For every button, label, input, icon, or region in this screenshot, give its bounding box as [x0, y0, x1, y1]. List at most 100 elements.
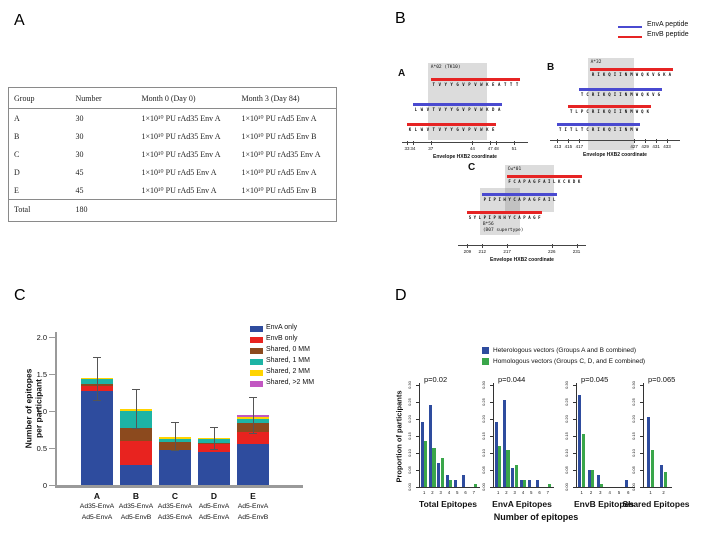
hla-restriction-box [504, 165, 555, 212]
x-category-label: C [171, 491, 179, 501]
y-axis-tick-label: 0.15 [631, 432, 636, 440]
peptide-residue: T [509, 81, 513, 87]
x-axis-tick-label: 3 [599, 490, 602, 495]
table-row: B 30 1×10¹⁰ PU rAd35 Env A 1×10¹⁰ PU rAd5 E… [9, 127, 337, 145]
x-axis-tick-label: 51 [511, 146, 517, 151]
legend-swatch [250, 337, 263, 343]
bar-segment [198, 452, 230, 485]
p-value-label: p=0.045 [581, 375, 609, 384]
x-axis-tick-label: 415 [564, 144, 573, 149]
x-axis-tick-label: 44 [469, 146, 475, 151]
table-row: D 45 1×10¹⁰ PU rAd5 Env A 1×10¹⁰ PU rAd5 En… [9, 163, 337, 181]
peptide-residue: M [630, 126, 633, 132]
x-category-sublabel: Ad5-EnvA [198, 503, 230, 510]
peptide-residue: I [619, 108, 622, 114]
bar-homologous [449, 480, 453, 487]
peptide-residue: A [528, 196, 531, 202]
peptide-residue: L [575, 126, 578, 132]
bar-homologous [432, 447, 436, 487]
bar-heterologous [494, 422, 498, 487]
table-cell: 1×10¹⁰ PU rAd5 Env B [241, 185, 317, 195]
peptide-residue: V [462, 81, 465, 87]
peptide-residue: K [646, 108, 650, 114]
table-cell: 30 [75, 131, 84, 141]
peptide-residue: V [438, 81, 441, 87]
peptide-residue: I [597, 126, 600, 132]
peptide-residue: P [483, 196, 486, 202]
bar-segment [237, 431, 269, 444]
legend-label: Shared, >2 MM [266, 379, 315, 386]
table-header: Group [8, 87, 71, 109]
x-axis-tick-label: 209 [463, 249, 472, 254]
table-row: A 30 1×10¹⁰ PU rAd35 Env A 1×10¹⁰ PU rAd5 E… [9, 109, 337, 128]
y-axis-line [55, 332, 57, 487]
peptide-residue: Q [608, 91, 611, 97]
peptide-residue: A [518, 214, 521, 220]
x-axis-tick-label: 2 [662, 490, 665, 495]
peptide-residue: C [513, 214, 516, 220]
bar-homologous [424, 441, 428, 487]
y-axis-tick-label: 0.15 [407, 432, 412, 440]
y-axis-tick [416, 419, 419, 420]
x-category-label: D [210, 491, 218, 501]
bar-heterologous [445, 475, 449, 487]
hla-restriction-label: A*02 (TK10) [430, 65, 461, 70]
x-axis-tick-label: 5 [617, 490, 621, 495]
bar-segment [120, 465, 152, 485]
peptide-residue: K [486, 106, 489, 112]
x-category-sublabel: Ad5-EnvB [120, 514, 152, 521]
x-category-label: A [93, 491, 101, 501]
peptide-residue: K [557, 178, 561, 184]
peptide-residue: R [591, 108, 595, 114]
peptide-residue: Q [641, 71, 644, 77]
peptide-residue: A [498, 81, 501, 87]
peptide-bar-EnvB [568, 105, 651, 108]
x-axis-tick [482, 244, 484, 248]
bar-homologous [440, 458, 444, 487]
peptide-residue: I [548, 178, 551, 184]
y-axis-tick-label: 0.15 [564, 432, 569, 440]
legend-swatch [250, 348, 263, 354]
x-axis-tick-label: 417 [575, 144, 584, 149]
peptide-residue: Y [450, 106, 453, 112]
table-cell: 1×10¹⁰ PU rAd5 Env A [241, 167, 317, 177]
subplot-title: Shared Epitopes [622, 499, 690, 509]
y-axis-tick [416, 453, 419, 454]
table-cell: 45 [75, 185, 84, 195]
error-bar-cap [249, 396, 257, 398]
error-bar-line [135, 388, 137, 429]
peptide-residue: G [456, 126, 459, 132]
peptide-residue: F [538, 214, 541, 220]
x-axis-line [55, 485, 303, 488]
peptide-residue: F [538, 196, 541, 202]
bar-heterologous [624, 480, 629, 487]
peptide-residue: A [498, 106, 501, 112]
peptide-residue: P [523, 178, 526, 184]
subplot-title: EnvB Epitopes [574, 499, 634, 509]
peptide-residue: N [498, 214, 501, 220]
peptide-residue: P [523, 196, 526, 202]
x-axis-tick-label: 1 [649, 490, 652, 495]
y-axis-tick-label: 0.15 [481, 432, 486, 440]
peptide-residue: L [575, 108, 578, 114]
peptide-residue: W [635, 91, 639, 97]
peptide-residue: F [538, 178, 541, 184]
bar-homologous [591, 470, 595, 487]
y-axis-tick [640, 436, 643, 437]
peptide-bar-EnvA [412, 103, 503, 106]
x-axis-tick-label: 4 [608, 490, 611, 495]
x-axis-tick [496, 141, 498, 145]
x-axis-tick-label: 48 [493, 146, 499, 151]
peptide-subpanel-A: A A*02 (TK10) T V Y Y G V P V W K E A T T T L W V T V Y Y G V P V W K… [396, 56, 534, 168]
peptide-residue: E [492, 126, 495, 132]
x-category-sublabel: Ad5-EnvB [237, 514, 269, 521]
panel-a-label: A [14, 12, 25, 29]
peptide-residue: I [548, 196, 551, 202]
table-cell: 30 [75, 113, 84, 123]
x-axis-tick-label: 1 [422, 490, 426, 495]
hla-restriction-box [587, 58, 635, 150]
peptide-residue: Q [641, 91, 644, 97]
y-axis-tick-label: 1.0 [36, 406, 47, 416]
peptide-legend-line-EnvB [618, 36, 642, 38]
x-category-sublabel: Ad35-EnvA [157, 514, 193, 521]
